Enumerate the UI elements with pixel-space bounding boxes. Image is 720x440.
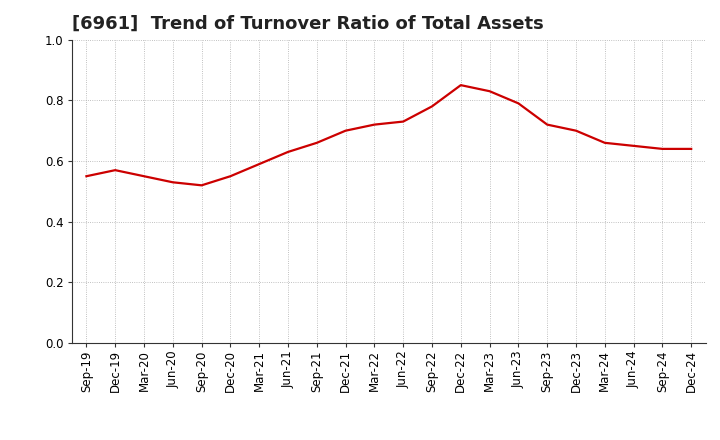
Text: [6961]  Trend of Turnover Ratio of Total Assets: [6961] Trend of Turnover Ratio of Total …	[72, 15, 544, 33]
